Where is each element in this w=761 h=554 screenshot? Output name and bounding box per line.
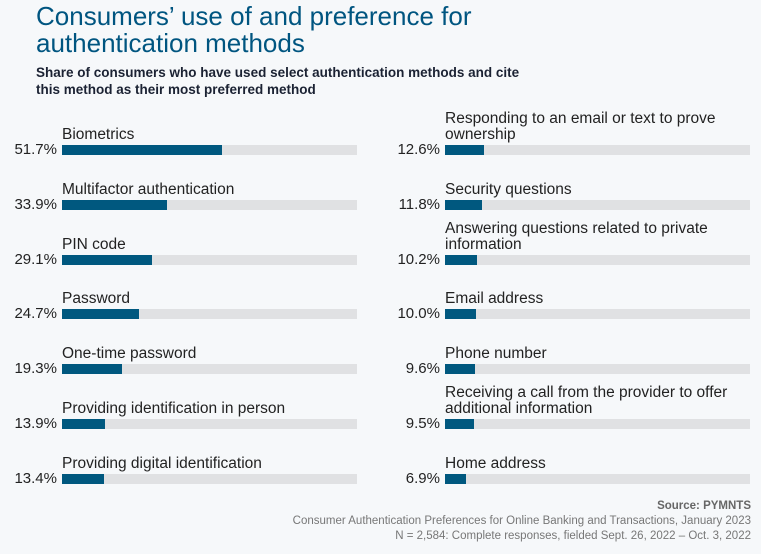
value-label: 29.1% bbox=[14, 250, 57, 268]
bar-label: Answering questions related to private i… bbox=[445, 219, 708, 253]
bar-track bbox=[62, 199, 357, 210]
chart-title: Consumers’ use of and preference for aut… bbox=[36, 1, 472, 58]
value-label: 13.4% bbox=[14, 469, 57, 487]
bar bbox=[445, 419, 475, 429]
bar-track bbox=[62, 254, 357, 265]
bar-track bbox=[62, 419, 357, 429]
bar-track bbox=[445, 309, 750, 320]
value-label: 19.3% bbox=[14, 360, 57, 378]
bar-track bbox=[62, 145, 357, 155]
bar-label: PIN code bbox=[62, 235, 126, 253]
bar bbox=[62, 473, 104, 484]
bar-label: Password bbox=[62, 290, 131, 308]
bar-row: One-time password 19.3% bbox=[14, 325, 357, 379]
bar-row: Receiving a call from the provider to of… bbox=[406, 380, 750, 434]
bar bbox=[445, 364, 475, 375]
value-label: 13.9% bbox=[14, 415, 57, 432]
bar bbox=[445, 309, 476, 320]
bar bbox=[62, 419, 106, 429]
bar-track bbox=[445, 254, 750, 265]
bar-row: Providing digital identification 13.4% bbox=[14, 435, 357, 489]
bar-label: Email address bbox=[445, 290, 544, 308]
bar bbox=[62, 199, 168, 210]
bar-row: Email address 10.0% bbox=[397, 270, 750, 324]
bar-row: Providing identification in person 13.9% bbox=[14, 380, 357, 434]
bar-label: Responding to an email or text to prove … bbox=[445, 110, 716, 143]
value-label: 11.8% bbox=[398, 195, 440, 213]
bar-row: PIN code 29.1% bbox=[14, 216, 357, 270]
bar-label: Multifactor authentication bbox=[62, 180, 235, 198]
bar bbox=[62, 145, 223, 155]
bar bbox=[62, 254, 153, 265]
value-label: 12.6% bbox=[397, 141, 440, 158]
bar-label: Biometrics bbox=[62, 126, 135, 143]
bar-label: Security questions bbox=[445, 180, 572, 198]
bar-track bbox=[62, 309, 357, 320]
bar-track bbox=[445, 364, 750, 375]
bar bbox=[445, 473, 467, 484]
value-label: 33.9% bbox=[14, 195, 57, 213]
bar-label: Receiving a call from the provider to of… bbox=[445, 384, 728, 417]
bar-track bbox=[445, 145, 750, 155]
source-label: Source: PYMNTS bbox=[657, 500, 751, 512]
bar-track bbox=[62, 364, 357, 375]
bar-row: Password 24.7% bbox=[14, 270, 357, 324]
source-text: Source: PYMNTS bbox=[657, 500, 751, 512]
bar-row: Responding to an email or text to prove … bbox=[397, 106, 750, 160]
value-label: 10.0% bbox=[397, 305, 440, 323]
value-label: 24.7% bbox=[14, 305, 57, 323]
bar-label: Home address bbox=[445, 454, 546, 472]
bar bbox=[62, 309, 139, 320]
bar-label: One-time password bbox=[62, 345, 197, 363]
bar-row: Answering questions related to private i… bbox=[397, 216, 750, 270]
bar bbox=[62, 364, 122, 375]
bar-track bbox=[445, 473, 750, 484]
bar-label: Providing digital identification bbox=[62, 454, 262, 472]
report-note: Consumer Authentication Preferences for … bbox=[292, 515, 751, 527]
value-label: 9.6% bbox=[405, 360, 440, 378]
value-label: 9.5% bbox=[405, 415, 440, 432]
bar bbox=[445, 254, 477, 265]
value-label: 51.7% bbox=[14, 141, 57, 158]
bar-label: Phone number bbox=[445, 345, 547, 363]
value-label: 10.2% bbox=[397, 250, 440, 268]
value-label: 6.9% bbox=[405, 469, 440, 487]
sample-note: N = 2,584: Complete responses, fielded S… bbox=[395, 530, 751, 542]
bar bbox=[445, 199, 482, 210]
bar-row: Home address 6.9% bbox=[406, 435, 750, 489]
bar bbox=[445, 145, 485, 155]
bar-track bbox=[62, 473, 357, 484]
bar-row: Multifactor authentication 33.9% bbox=[14, 161, 357, 215]
bar-track bbox=[445, 419, 750, 429]
bar-label: Providing identification in person bbox=[62, 400, 286, 417]
bar-row: Biometrics 51.7% bbox=[14, 106, 357, 160]
bar-track bbox=[445, 199, 750, 210]
chart-subtitle: Share of consumers who have used select … bbox=[36, 65, 520, 97]
bar-row: Security questions 11.8% bbox=[399, 161, 750, 215]
bar-row: Phone number 9.6% bbox=[406, 325, 750, 379]
